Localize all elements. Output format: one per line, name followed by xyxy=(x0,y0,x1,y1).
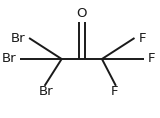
Text: Br: Br xyxy=(2,53,16,65)
Text: F: F xyxy=(139,32,146,44)
Text: Br: Br xyxy=(39,85,53,98)
Text: Br: Br xyxy=(11,32,26,44)
Text: O: O xyxy=(76,7,87,20)
Text: F: F xyxy=(111,85,118,98)
Text: F: F xyxy=(148,53,155,65)
